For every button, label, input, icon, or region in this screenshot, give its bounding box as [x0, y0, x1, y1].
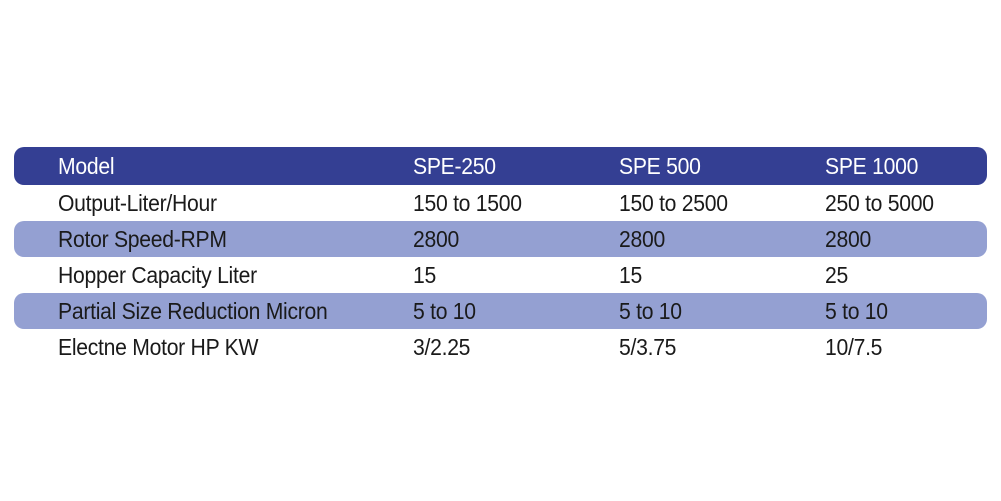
table-row: Output-Liter/Hour 150 to 1500 150 to 250… — [14, 185, 987, 221]
table-cell: 5 to 10 — [413, 297, 476, 324]
table-cell: 15 — [619, 261, 642, 288]
row-label: Hopper Capacity Liter — [58, 261, 257, 288]
table-cell: 150 to 1500 — [413, 189, 522, 216]
table-cell: 25 — [825, 261, 848, 288]
header-cell-spe-250: SPE-250 — [413, 152, 496, 179]
table-cell: 5 to 10 — [825, 297, 888, 324]
table-cell: 2800 — [619, 225, 665, 252]
table-cell: 150 to 2500 — [619, 189, 728, 216]
table-cell: 10/7.5 — [825, 333, 883, 360]
table-cell: 15 — [413, 261, 436, 288]
table-cell: 2800 — [825, 225, 871, 252]
row-label: Electne Motor HP KW — [58, 333, 259, 360]
table-row: Hopper Capacity Liter 15 15 25 — [14, 257, 987, 293]
table-cell: 5/3.75 — [619, 333, 677, 360]
table-cell: 250 to 5000 — [825, 189, 934, 216]
table-row: Rotor Speed-RPM 2800 2800 2800 — [14, 221, 987, 257]
table-row: Partial Size Reduction Micron 5 to 10 5 … — [14, 293, 987, 329]
row-label: Partial Size Reduction Micron — [58, 297, 328, 324]
header-cell-spe-1000: SPE 1000 — [825, 152, 919, 179]
table-row: Electne Motor HP KW 3/2.25 5/3.75 10/7.5 — [14, 329, 987, 365]
table-cell: 5 to 10 — [619, 297, 682, 324]
table-cell: 2800 — [413, 225, 459, 252]
table-header-row: Model SPE-250 SPE 500 SPE 1000 — [14, 147, 987, 185]
spec-table: Model SPE-250 SPE 500 SPE 1000 Output-Li… — [14, 147, 987, 365]
row-label: Output-Liter/Hour — [58, 189, 217, 216]
row-label: Rotor Speed-RPM — [58, 225, 227, 252]
table-cell: 3/2.25 — [413, 333, 471, 360]
header-cell-model: Model — [58, 152, 115, 179]
header-cell-spe-500: SPE 500 — [619, 152, 701, 179]
